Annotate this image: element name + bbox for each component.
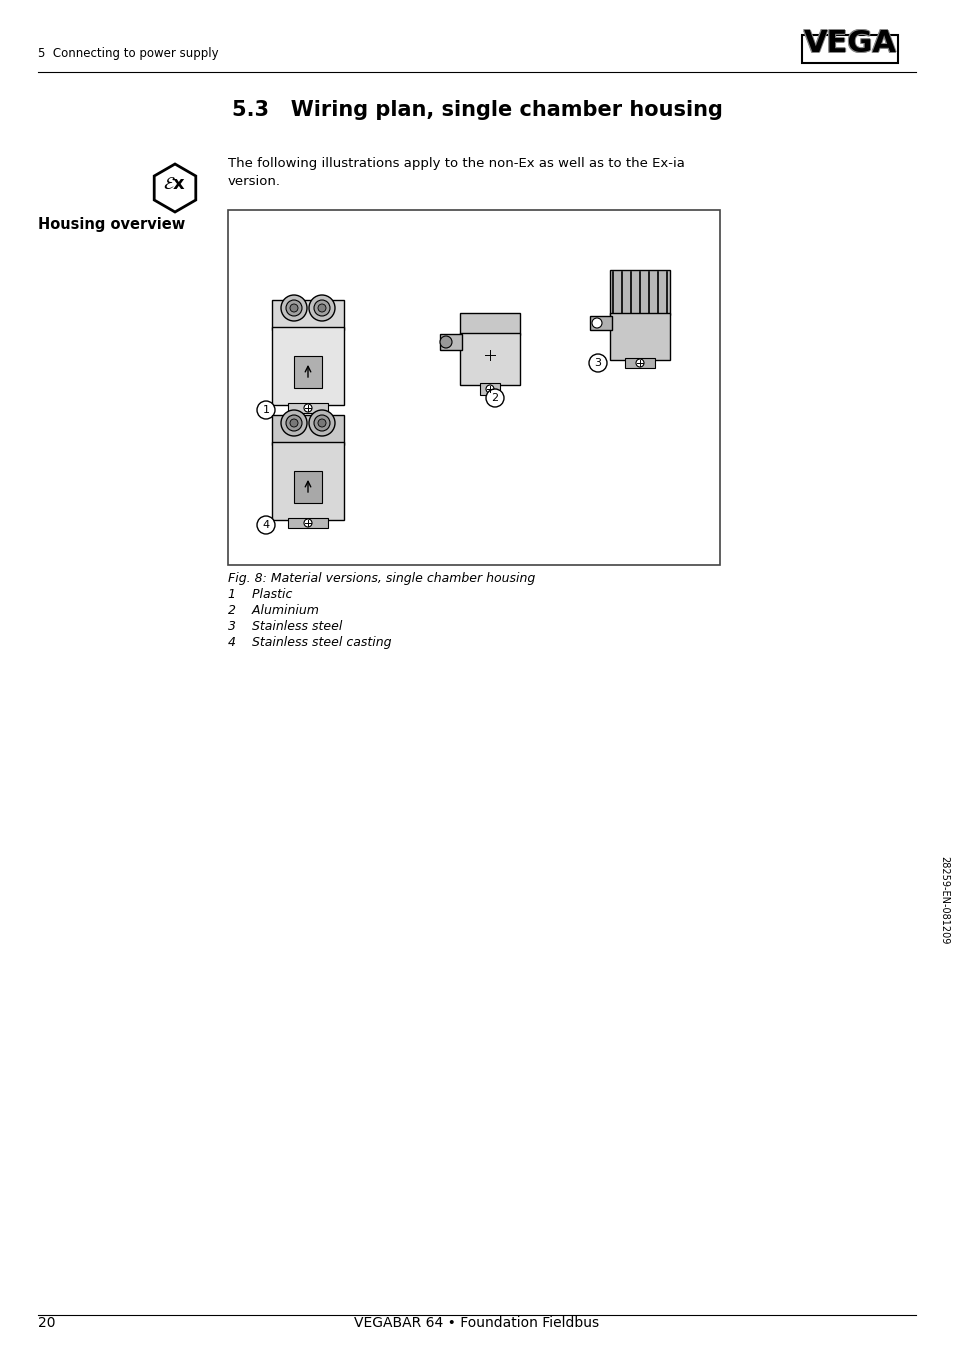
Bar: [288, 519, 328, 528]
Circle shape: [485, 385, 494, 393]
Circle shape: [485, 389, 503, 408]
Text: 5  Connecting to power supply: 5 Connecting to power supply: [38, 47, 218, 60]
Circle shape: [317, 305, 326, 311]
Circle shape: [317, 418, 326, 427]
Text: VEGA: VEGA: [802, 28, 896, 57]
Circle shape: [290, 305, 297, 311]
Bar: [609, 313, 669, 360]
Text: 3: 3: [594, 357, 601, 368]
Circle shape: [592, 318, 601, 328]
Circle shape: [439, 336, 452, 348]
Circle shape: [304, 519, 312, 527]
Text: VEGA: VEGA: [802, 30, 896, 60]
Text: VEGA: VEGA: [801, 28, 895, 57]
Bar: [479, 383, 499, 395]
Circle shape: [281, 410, 307, 436]
Circle shape: [281, 295, 307, 321]
Bar: [589, 315, 612, 330]
Text: 4    Stainless steel casting: 4 Stainless steel casting: [228, 636, 391, 649]
Circle shape: [309, 295, 335, 321]
Bar: [624, 357, 655, 368]
Bar: [272, 441, 344, 520]
Bar: [272, 328, 344, 405]
Circle shape: [304, 403, 312, 412]
Circle shape: [256, 401, 274, 418]
Circle shape: [286, 301, 302, 315]
Text: VEGA: VEGA: [801, 28, 895, 58]
Text: 5.3   Wiring plan, single chamber housing: 5.3 Wiring plan, single chamber housing: [232, 100, 721, 121]
Circle shape: [314, 301, 330, 315]
Text: The following illustrations apply to the non-Ex as well as to the Ex-ia: The following illustrations apply to the…: [228, 157, 684, 171]
Circle shape: [256, 516, 274, 533]
Text: VEGABAR 64 • Foundation Fieldbus: VEGABAR 64 • Foundation Fieldbus: [355, 1316, 598, 1330]
Circle shape: [314, 414, 330, 431]
Text: 2    Aluminium: 2 Aluminium: [228, 604, 318, 617]
Circle shape: [309, 410, 335, 436]
Circle shape: [286, 414, 302, 431]
Text: 1: 1: [262, 405, 269, 414]
Bar: [294, 356, 322, 389]
Text: VEGA: VEGA: [801, 30, 895, 58]
Bar: [459, 313, 519, 334]
Text: Housing overview: Housing overview: [38, 217, 185, 232]
Bar: [609, 269, 669, 315]
Circle shape: [588, 353, 606, 372]
Text: version.: version.: [228, 175, 281, 188]
Bar: [439, 334, 461, 349]
Bar: [294, 471, 322, 502]
Text: VEGA: VEGA: [802, 28, 896, 58]
Bar: [272, 414, 344, 445]
Text: 3    Stainless steel: 3 Stainless steel: [228, 620, 342, 634]
Circle shape: [636, 359, 643, 367]
Circle shape: [290, 418, 297, 427]
Bar: [272, 301, 344, 330]
Text: $\mathcal{E}$x: $\mathcal{E}$x: [163, 175, 187, 194]
Text: VEGA: VEGA: [803, 30, 897, 58]
Text: VEGA: VEGA: [802, 28, 896, 58]
Bar: [228, 210, 720, 565]
Text: 4: 4: [262, 520, 270, 529]
Text: VEGA: VEGA: [803, 28, 897, 57]
Bar: [288, 403, 328, 413]
Text: 28259-EN-081209: 28259-EN-081209: [938, 856, 948, 944]
Text: Fig. 8: Material versions, single chamber housing: Fig. 8: Material versions, single chambe…: [228, 571, 535, 585]
Text: 20: 20: [38, 1316, 55, 1330]
Text: 2: 2: [491, 393, 498, 403]
Text: VEGA: VEGA: [803, 28, 897, 58]
Text: 1    Plastic: 1 Plastic: [228, 588, 292, 601]
Bar: [459, 333, 519, 385]
